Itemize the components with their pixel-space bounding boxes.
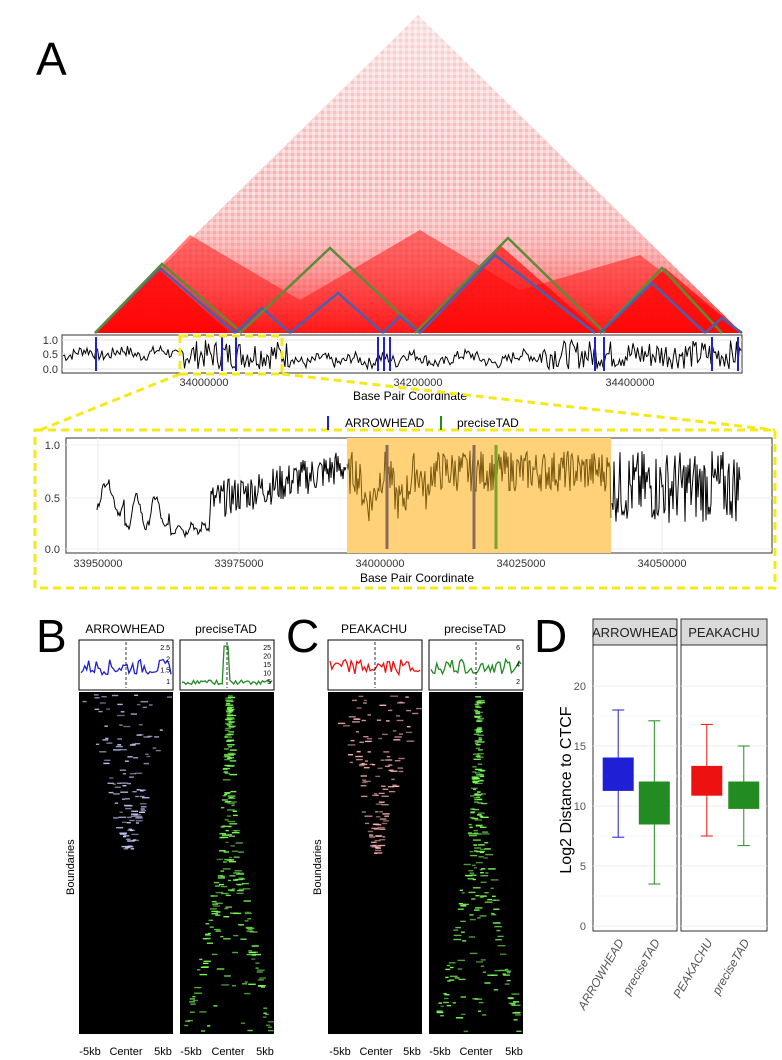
panel-c-right-profile-tick-3: 2 xyxy=(516,679,520,686)
panel-d-xtick-2-1: PEAKACHU xyxy=(670,936,715,1000)
zoom-xtick-4: 34025000 xyxy=(497,558,546,570)
panel-b-right-heatmap-signal xyxy=(184,695,275,1032)
panel-c-right-title: preciseTAD xyxy=(444,622,506,636)
panel-d-xtick-1-2: preciseTAD xyxy=(619,936,663,998)
legend-precisetad-label: preciseTAD xyxy=(457,416,519,430)
panel-d-ytick-1: 20 xyxy=(574,681,586,693)
panel-d-ytick-3: 10 xyxy=(574,801,586,813)
zoom-ytick-3: 0.0 xyxy=(45,544,60,556)
panel-c-right-xtick-1: -5kb xyxy=(429,1046,450,1058)
top-track-xtick-2: 34200000 xyxy=(394,377,443,389)
panel-d-strip-label-1: ARROWHEAD xyxy=(592,625,678,640)
panel-d-box-2-2 xyxy=(728,781,760,809)
zoom-ytick-1: 1.0 xyxy=(45,440,60,452)
panel-c-left-xtick-1: -5kb xyxy=(329,1046,350,1058)
panel-b-right-xtick-1: -5kb xyxy=(180,1046,201,1058)
panel-d-strip-label-2: PEAKACHU xyxy=(688,625,760,640)
panel-label-a: A xyxy=(36,33,67,85)
panel-d-strip-1 xyxy=(592,618,678,646)
panel-c-left-heatmap xyxy=(328,692,422,1034)
panel-c-right-heatmap-signal xyxy=(436,696,522,1033)
panel-b-right-heatmap xyxy=(180,692,274,1034)
panel-b-right-profile-line xyxy=(182,645,273,686)
top-track-signal xyxy=(62,338,742,371)
panel-c-left-heatmap-signal xyxy=(338,695,422,854)
panel-d-box-2-1 xyxy=(691,765,723,796)
tad-outlines xyxy=(94,236,743,334)
top-track-ytick-3: 0.0 xyxy=(43,364,58,376)
panel-d-ylabel: Log2 Distance to CTCF xyxy=(558,706,575,873)
zoom-xtick-1: 33950000 xyxy=(74,558,123,570)
panel-b-right-profile-tick-4: 10 xyxy=(263,671,271,678)
panel-c-left-xtick-2: Center xyxy=(359,1046,392,1058)
panel-c-left-xtick-3: 5kb xyxy=(403,1046,421,1058)
zoom-track: 1.0 0.5 0.0 33950000 33975000 34000000 3… xyxy=(45,437,773,585)
panel-c-ylabel: Boundaries xyxy=(312,839,324,895)
top-track-xtick-1: 34000000 xyxy=(180,377,229,389)
panel-b-left-heatmap-signal xyxy=(82,694,172,850)
panel-c-right-xtick-3: 5kb xyxy=(505,1046,523,1058)
panel-b-left-profile-tick-3: 1.5 xyxy=(160,668,170,675)
panel-b-right-title: preciseTAD xyxy=(195,622,257,636)
panel-d-ytick-4: 5 xyxy=(580,861,586,873)
panel-b-left-xtick-2: Center xyxy=(109,1046,142,1058)
panel-d-box-1-2 xyxy=(638,781,670,825)
panel-b-right-xtick-3: 5kb xyxy=(256,1046,274,1058)
top-track: 1.0 0.5 0.0 34000000 34200000 34400000 B… xyxy=(43,334,743,403)
panel-c-right-profile-tick-2: 4 xyxy=(516,662,520,669)
panel-b-right-profile-tick-2: 20 xyxy=(263,654,271,661)
panel-b-left-profile-line xyxy=(80,658,172,677)
panel-c-left-title: PEAKACHU xyxy=(341,622,407,636)
panel-b-left-xtick-1: -5kb xyxy=(79,1046,100,1058)
panel-b-left-profile-tick-2: 2 xyxy=(166,656,170,663)
top-track-ytick-2: 0.5 xyxy=(43,349,58,361)
panel-b-left-profile-tick-1: 2.5 xyxy=(160,645,170,652)
panel-d-box-1-1 xyxy=(602,757,634,791)
zoom-xtick-5: 34050000 xyxy=(638,558,687,570)
zoom-track-signal-highlight xyxy=(346,450,612,522)
zoom-ytick-2: 0.5 xyxy=(45,493,60,505)
panel-b-right-profile-tick-5: 5 xyxy=(267,679,271,686)
zoom-xtick-2: 33975000 xyxy=(215,558,264,570)
panel-b-right-xtick-2: Center xyxy=(211,1046,244,1058)
panel-d-ytick-2: 15 xyxy=(574,741,586,753)
zoom-xtick-3: 34000000 xyxy=(356,558,405,570)
panel-c-heatmaps: 6 4 2 xyxy=(327,639,524,1034)
zoom-xlabel: Base Pair Coordinate xyxy=(360,571,474,585)
panel-label-c: C xyxy=(286,610,319,662)
legend: ARROWHEAD preciseTAD xyxy=(327,416,519,430)
panel-d-xtick-1-1: ARROWHEAD xyxy=(575,936,627,1013)
panel-b-right-profile-tick-3: 15 xyxy=(263,662,271,669)
legend-arrowhead-label: ARROWHEAD xyxy=(345,416,425,430)
panel-label-b: B xyxy=(36,610,67,662)
panel-b-left-profile-tick-4: 1 xyxy=(166,679,170,686)
panel-label-d: D xyxy=(534,610,567,662)
top-track-xlabel: Base Pair Coordinate xyxy=(353,389,467,403)
panel-b-ylabel: Boundaries xyxy=(65,839,77,895)
panel-b-left-heatmap xyxy=(79,692,173,1034)
zoom-track-signal xyxy=(96,451,741,539)
panel-d-ytick-5: 0 xyxy=(580,921,586,933)
panel-b-left-xtick-3: 5kb xyxy=(154,1046,172,1058)
panel-d-boxplot: 20151050ARROWHEADARROWHEADpreciseTADPEAK… xyxy=(574,618,768,1013)
panel-b-right-profile-tick-1: 25 xyxy=(263,645,271,652)
top-track-xtick-3: 34400000 xyxy=(606,377,655,389)
panel-d-xtick-2-2: preciseTAD xyxy=(709,936,753,998)
top-track-ytick-1: 1.0 xyxy=(43,335,58,347)
panel-b-left-title: ARROWHEAD xyxy=(85,622,165,636)
top-track-boundaries xyxy=(95,337,739,371)
panel-c-right-profile-tick-1: 6 xyxy=(516,645,520,652)
panel-c-right-xtick-2: Center xyxy=(459,1046,492,1058)
zoom-indicator xyxy=(33,334,777,590)
